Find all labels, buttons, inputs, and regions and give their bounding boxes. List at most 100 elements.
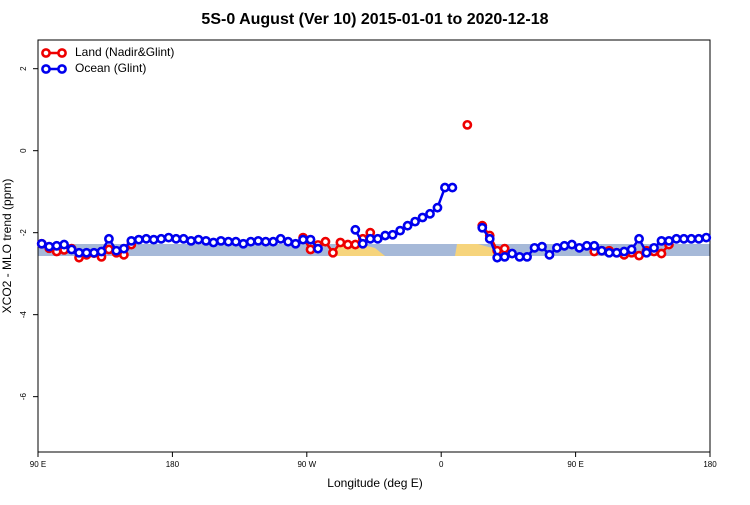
data-point [664,235,674,246]
data-point [581,240,592,251]
data-point [678,233,689,244]
data-point [268,236,279,247]
data-point [537,241,547,252]
y-tick-label: -2 [19,229,28,237]
data-point [671,233,682,244]
data-point [522,251,532,262]
data-point [111,245,122,256]
data-point [193,234,204,245]
data-point [380,230,391,241]
data-point [634,233,644,244]
data-point [641,247,652,258]
data-point [634,250,644,261]
data-point [492,252,503,263]
data-point [566,239,577,250]
data-point [611,247,622,258]
legend-marker [41,64,51,74]
data-point [238,238,249,249]
data-point [410,216,420,227]
data-point [283,236,294,247]
data-point [305,234,316,245]
land-patch [455,244,500,256]
data-point [133,234,144,245]
legend-label: Land (Nadir&Glint) [75,45,174,59]
data-point [328,247,338,258]
legend-label: Ocean (Glint) [75,61,146,75]
data-point [372,233,383,244]
data-point [313,243,323,254]
data-point [656,235,667,246]
data-point [305,244,316,255]
data-point [298,234,308,245]
data-point [626,244,637,255]
data-point [701,232,712,243]
data-point [141,233,152,244]
data-point [51,240,62,251]
data-point [365,233,376,244]
data-point [335,237,346,248]
x-tick-label: 90 E [30,460,46,469]
data-point [395,225,406,236]
data-point [290,238,301,249]
data-point [693,233,704,244]
data-point [477,222,488,233]
data-point [104,244,114,255]
data-point [350,239,361,250]
data-point [230,236,241,247]
data-point [66,244,77,255]
data-point [447,182,458,193]
data-point [686,233,697,244]
data-point [402,220,413,231]
x-tick-label: 90 E [567,460,583,469]
data-point [350,224,361,235]
data-point [275,233,286,244]
y-axis-label: XCO2 - MLO trend (ppm) [0,179,14,314]
data-point [432,202,443,213]
y-tick-label: 2 [19,66,28,71]
data-point [589,240,600,251]
data-point [619,246,630,257]
y-tick-label: -4 [19,311,28,319]
data-point [126,235,137,246]
data-point [36,238,47,249]
data-point [499,243,510,254]
data-point [245,236,256,247]
data-point [148,234,159,245]
data-point [59,239,70,250]
data-point [208,237,219,248]
data-point [96,246,107,257]
data-point [529,242,540,253]
data-point [74,247,84,258]
data-point [596,245,607,256]
data-point [223,236,234,247]
data-point [81,247,92,258]
data-point [118,243,129,254]
data-point [201,235,211,246]
x-tick-label: 180 [703,460,717,469]
data-point [656,248,667,259]
x-axis-label: Longitude (deg E) [327,476,422,490]
data-point [186,235,196,246]
data-point [171,233,182,244]
data-point [649,242,659,253]
data-point [507,248,518,259]
data-point [178,233,189,244]
data-point [544,249,555,260]
legend-marker [57,64,67,74]
data-point [156,233,167,244]
data-point [440,182,450,193]
data-point [484,233,495,244]
data-point [163,232,174,243]
x-tick-label: 180 [166,460,180,469]
data-point [387,229,398,240]
y-tick-label: -6 [19,393,28,401]
y-tick-label: 0 [19,148,28,153]
data-point [499,251,510,262]
data-point [216,235,226,246]
x-tick-label: 90 W [297,460,316,469]
data-point [342,239,353,250]
data-point [425,208,435,219]
data-point [260,236,271,247]
data-point [253,235,264,246]
